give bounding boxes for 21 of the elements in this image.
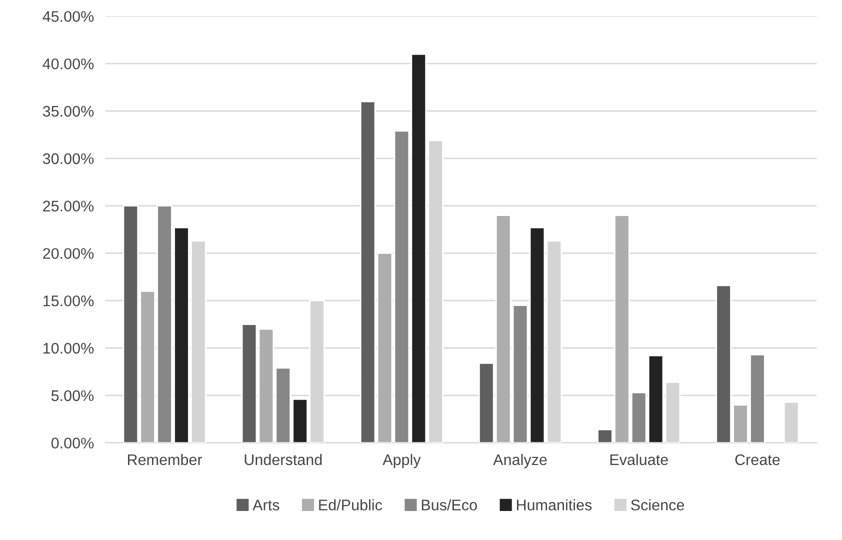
y-tick-label: 40.00% — [42, 58, 94, 70]
legend-label: Humanities — [517, 499, 592, 510]
x-tick-label: Apply — [382, 454, 421, 468]
y-tick-label: 10.00% — [43, 342, 94, 354]
legend-label: Science — [631, 499, 684, 510]
y-tick-label: 15.00% — [43, 295, 94, 306]
y-tick-label: 30.00% — [42, 153, 94, 164]
y-tick-label: 35.00% — [42, 106, 94, 117]
y-tick-label: 20.00% — [43, 248, 94, 259]
x-tick-label: Evaluate — [610, 454, 668, 466]
legend-label: Bus/Eco — [422, 499, 477, 510]
x-tick-label: Understand — [244, 454, 322, 466]
y-tick-label: 5.00% — [51, 390, 94, 402]
x-tick-label: Create — [735, 454, 780, 466]
y-tick-label: 25.00% — [43, 200, 94, 212]
x-tick-label: Remember — [128, 454, 202, 466]
y-tick-label: 45.00% — [42, 11, 94, 22]
legend-label: Arts — [252, 500, 280, 510]
legend-label: Ed/Public — [319, 499, 382, 510]
x-tick-label: Analyze — [493, 454, 547, 468]
y-tick-label: 0.00% — [51, 438, 94, 448]
